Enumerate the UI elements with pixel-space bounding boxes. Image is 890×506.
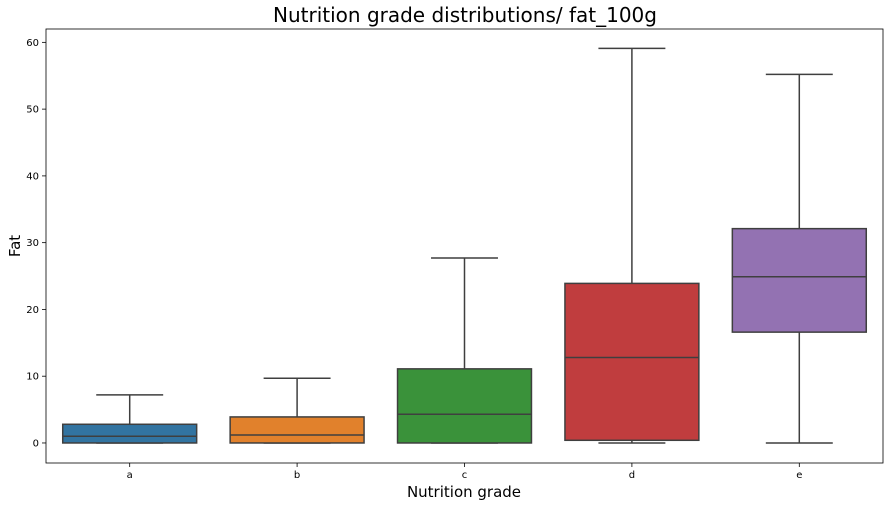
x-tick-label: a	[127, 470, 133, 481]
y-tick-label: 0	[33, 438, 39, 449]
y-tick-label: 50	[26, 105, 39, 116]
box-b	[229, 416, 365, 444]
box-c	[396, 368, 533, 444]
y-tick-label: 30	[26, 238, 39, 249]
y-tick-label: 20	[26, 305, 39, 316]
x-axis-label: Nutrition grade	[407, 483, 521, 501]
chart-title: Nutrition grade distributions/ fat_100g	[273, 3, 657, 27]
x-tick-label: b	[294, 470, 300, 481]
x-tick-label: e	[796, 470, 802, 481]
x-tick-label: c	[462, 470, 468, 481]
y-tick-label: 40	[26, 171, 39, 182]
y-tick-label: 10	[26, 372, 39, 383]
y-tick-label: 60	[26, 38, 39, 49]
box-e	[731, 227, 868, 333]
y-axis-label: Fat	[6, 235, 24, 257]
plot-area: 0 10 20 30 40 50 60 a b c d e	[26, 28, 884, 481]
box-d	[564, 282, 700, 442]
box-a	[61, 423, 198, 444]
x-tick-label: d	[629, 470, 635, 481]
